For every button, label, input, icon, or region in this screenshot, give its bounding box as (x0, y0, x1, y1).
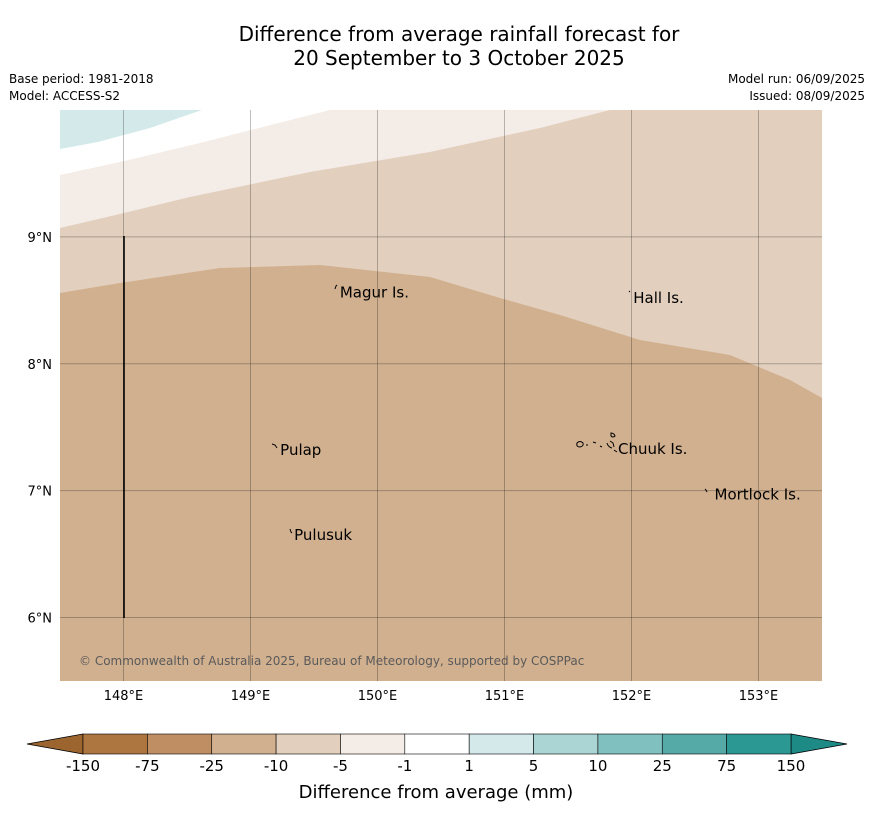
latitude-tick-label: 6°N (28, 612, 53, 627)
latitude-tick-label: 9°N (28, 231, 53, 246)
issued-text: Issued: 08/09/2025 (749, 89, 865, 103)
colorbar-swatch (147, 733, 213, 755)
colorbar-tick-label: -25 (199, 757, 224, 775)
colorbar-swatch (211, 733, 277, 755)
chuuk-island-outlines (576, 432, 618, 453)
mortlock-island-outline (704, 488, 708, 493)
longitude-tick-label: 148°E (104, 689, 144, 704)
base-period-text: Base period: 1981-2018 (9, 72, 154, 86)
colorbar-extend-min (26, 733, 84, 755)
colorbar-tick-label: 75 (717, 757, 736, 775)
island-outlines (271, 284, 708, 534)
title-line-1: Difference from average rainfall forecas… (238, 22, 680, 46)
model-run-text: Model run: 06/09/2025 (727, 72, 865, 86)
longitude-tick-label: 150°E (358, 689, 398, 704)
latitude-tick-label: 8°N (28, 358, 53, 373)
map-title: Difference from average rainfall forecas… (0, 22, 873, 70)
colorbar-swatch (533, 733, 599, 755)
place-label: Pulap (280, 441, 321, 459)
place-label: Chuuk Is. (618, 440, 687, 458)
longitude-tick-label: 152°E (612, 689, 652, 704)
map-panel: Magur Is. Hall Is. Pulap Chuuk Is. Mortlock … (60, 110, 822, 681)
place-label: Pulusuk (294, 526, 352, 544)
colorbar-title: Difference from average (mm) (299, 782, 574, 803)
colorbar-tick-label: -1 (397, 757, 412, 775)
title-line-2: 20 September to 3 October 2025 (293, 46, 625, 70)
colorbar-tick-label: 150 (777, 757, 806, 775)
longitude-tick-label: 149°E (231, 689, 271, 704)
hall-island-outline (628, 290, 631, 293)
colorbar-swatch (468, 733, 534, 755)
colorbar-swatch (82, 733, 148, 755)
place-labels: Magur Is. Hall Is. Pulap Chuuk Is. Mortlock … (280, 284, 801, 544)
copyright-text: © Commonwealth of Australia 2025, Bureau… (79, 654, 584, 668)
metadata-left: Base period: 1981-2018 Model: ACCESS-S2 (9, 71, 154, 105)
longitude-tick-label: 151°E (485, 689, 525, 704)
colorbar-swatch (597, 733, 663, 755)
colorbar-tick-label: -10 (264, 757, 289, 775)
model-text: Model: ACCESS-S2 (9, 89, 121, 103)
gridlines (60, 110, 822, 681)
place-label: Mortlock Is. (715, 485, 801, 503)
colorbar-extend-max (790, 733, 848, 755)
colorbar-swatch (404, 733, 470, 755)
colorbar-tick-label: 1 (464, 757, 474, 775)
colorbar-tick-label: 10 (588, 757, 607, 775)
colorbar-swatch (275, 733, 341, 755)
magur-island-outline (334, 284, 338, 290)
colorbar-tick-label: -5 (333, 757, 348, 775)
colorbar-swatch (726, 733, 792, 755)
colorbar-tick-label: -75 (135, 757, 160, 775)
place-label: Hall Is. (633, 289, 684, 307)
longitude-labels: 148°E 149°E 150°E 151°E 152°E 153°E (104, 689, 779, 704)
latitude-tick-label: 7°N (28, 485, 53, 500)
contour-band-plus1 (60, 110, 202, 149)
colorbar: -150 -75 -25 -10 -5 -1 1 5 10 25 75 150 (26, 733, 848, 775)
colorbar-swatch (661, 733, 727, 755)
place-label: Magur Is. (340, 284, 409, 302)
longitude-tick-label: 153°E (739, 689, 779, 704)
colorbar-tick-label: 25 (653, 757, 672, 775)
latitude-labels: 9°N 8°N 7°N 6°N (28, 231, 53, 627)
metadata-right: Model run: 06/09/2025 Issued: 08/09/2025 (728, 71, 865, 105)
colorbar-swatch (340, 733, 406, 755)
colorbar-tick-label: 5 (529, 757, 539, 775)
colorbar-tick-label: -150 (66, 757, 100, 775)
pulap-island-outline (271, 443, 278, 449)
pulusuk-island-outline (289, 528, 293, 534)
